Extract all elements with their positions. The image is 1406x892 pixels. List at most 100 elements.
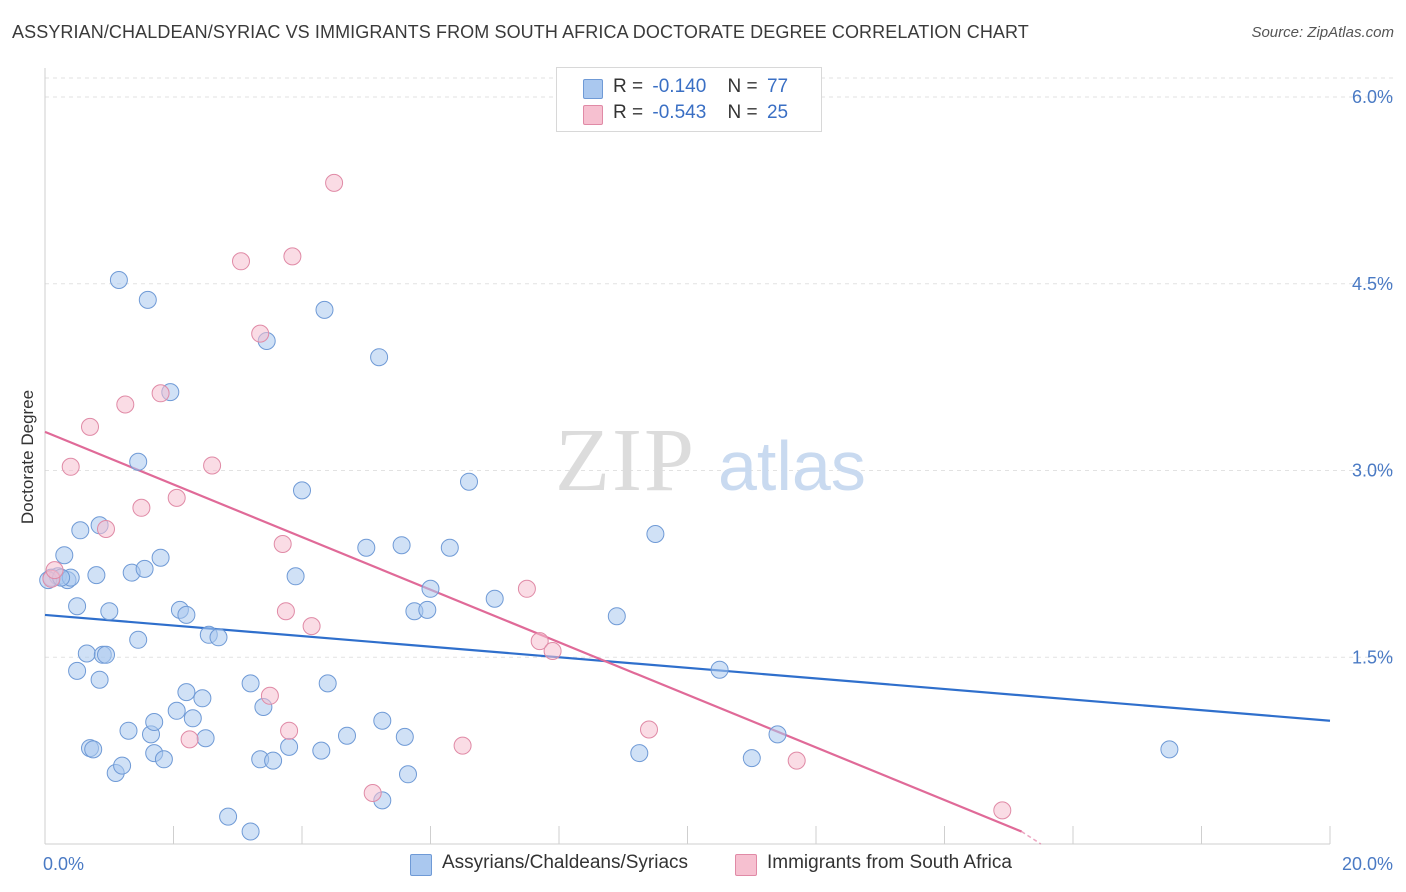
watermark-atlas: atlas [718,427,866,505]
point-assyrian [113,756,132,775]
y-tick-label: 4.5% [1352,274,1393,294]
bottom-legend-swatch-assyrian [410,854,432,876]
x-tick-label-min: 0.0% [43,854,84,874]
watermark: ZIP atlas [555,411,866,510]
point-south-africa [260,686,279,705]
trend-lines [44,430,1331,845]
point-assyrian [68,597,87,616]
legend-n-label: N = [727,76,758,97]
bottom-legend-swatch-south-africa [735,854,757,876]
legend-r-label: R = [613,102,644,123]
legend-r-value-assyrian: -0.140 [652,76,707,97]
point-south-africa [302,617,321,636]
point-assyrian [138,290,157,309]
source-credit: Source: ZipAtlas.com [1251,24,1394,41]
point-assyrian [646,525,665,543]
point-assyrian [280,737,299,756]
point-south-africa [517,579,536,598]
legend-n-label: N = [727,102,758,123]
point-south-africa [180,730,199,749]
point-assyrian [710,660,729,679]
point-assyrian [100,602,119,621]
point-assyrian [264,751,283,770]
point-assyrian [768,725,787,744]
point-assyrian [630,744,649,763]
point-assyrian [145,713,164,731]
point-assyrian [84,740,103,759]
point-assyrian [129,630,148,649]
point-assyrian [742,749,761,768]
legend-r-value-south-africa: -0.543 [652,102,707,123]
point-assyrian [183,709,202,728]
point-south-africa [97,520,115,538]
point-south-africa [132,498,151,517]
point-assyrian [209,628,228,647]
point-assyrian [68,661,87,680]
legend-r-label: R = [613,76,644,97]
point-south-africa [787,751,806,770]
data-points [39,173,1179,841]
y-tick-labels: 1.5% 3.0% 4.5% 6.0% [1352,87,1393,667]
point-assyrian [119,721,138,740]
point-south-africa [167,488,186,507]
point-assyrian [90,670,109,689]
point-assyrian [97,645,115,664]
point-assyrian [293,481,311,500]
point-south-africa [280,721,299,740]
legend-n-value-south-africa: 25 [766,102,789,123]
point-south-africa [276,602,295,621]
point-assyrian [392,536,411,555]
watermark-zip: ZIP [555,411,696,510]
trend-line-extension [1021,830,1042,845]
point-assyrian [395,727,414,746]
point-south-africa [530,632,549,651]
point-assyrian [196,729,215,748]
point-assyrian [241,674,260,693]
point-assyrian [399,765,417,784]
point-assyrian [177,683,196,702]
point-south-africa [81,417,99,436]
point-assyrian [286,567,305,586]
point-south-africa [203,456,222,475]
point-assyrian [370,348,389,367]
y-tick-label: 6.0% [1352,87,1393,107]
bottom-legend-label-south-africa: Immigrants from South Africa [767,852,1012,873]
point-south-africa [283,247,302,266]
point-assyrian [219,807,238,826]
point-assyrian [193,689,212,708]
point-assyrian [373,711,392,730]
point-assyrian [177,605,196,624]
point-south-africa [993,801,1012,820]
point-assyrian [1160,740,1179,759]
point-assyrian [312,741,331,760]
x-tick-label-max: 20.0% [1342,854,1393,874]
y-tick-label: 3.0% [1352,461,1393,481]
point-assyrian [338,726,356,745]
trend-line-south-africa [44,430,1023,833]
point-assyrian [55,546,74,565]
point-assyrian [77,644,96,663]
correlation-legend: R = -0.140 N = 77 R = -0.543 N = 25 [556,67,822,132]
point-assyrian [87,566,106,585]
point-south-africa [325,173,344,192]
point-south-africa [363,784,382,802]
legend-n-value-assyrian: 77 [766,76,789,97]
axes [44,68,1331,845]
grid-lines [45,77,1393,658]
y-axis-label: Doctorate Degree [18,390,37,524]
point-assyrian [440,538,459,557]
point-assyrian [318,674,337,693]
point-assyrian [421,579,440,598]
point-south-africa [273,535,292,553]
bottom-legend-label-assyrian: Assyrians/Chaldeans/Syriacs [442,852,689,873]
point-assyrian [357,538,376,557]
point-south-africa [116,395,135,414]
point-assyrian [135,559,154,578]
point-assyrian [71,521,90,540]
point-assyrian [109,271,128,289]
point-assyrian [607,607,626,626]
point-assyrian [418,600,437,619]
point-assyrian [151,548,170,567]
point-south-africa [640,720,658,739]
